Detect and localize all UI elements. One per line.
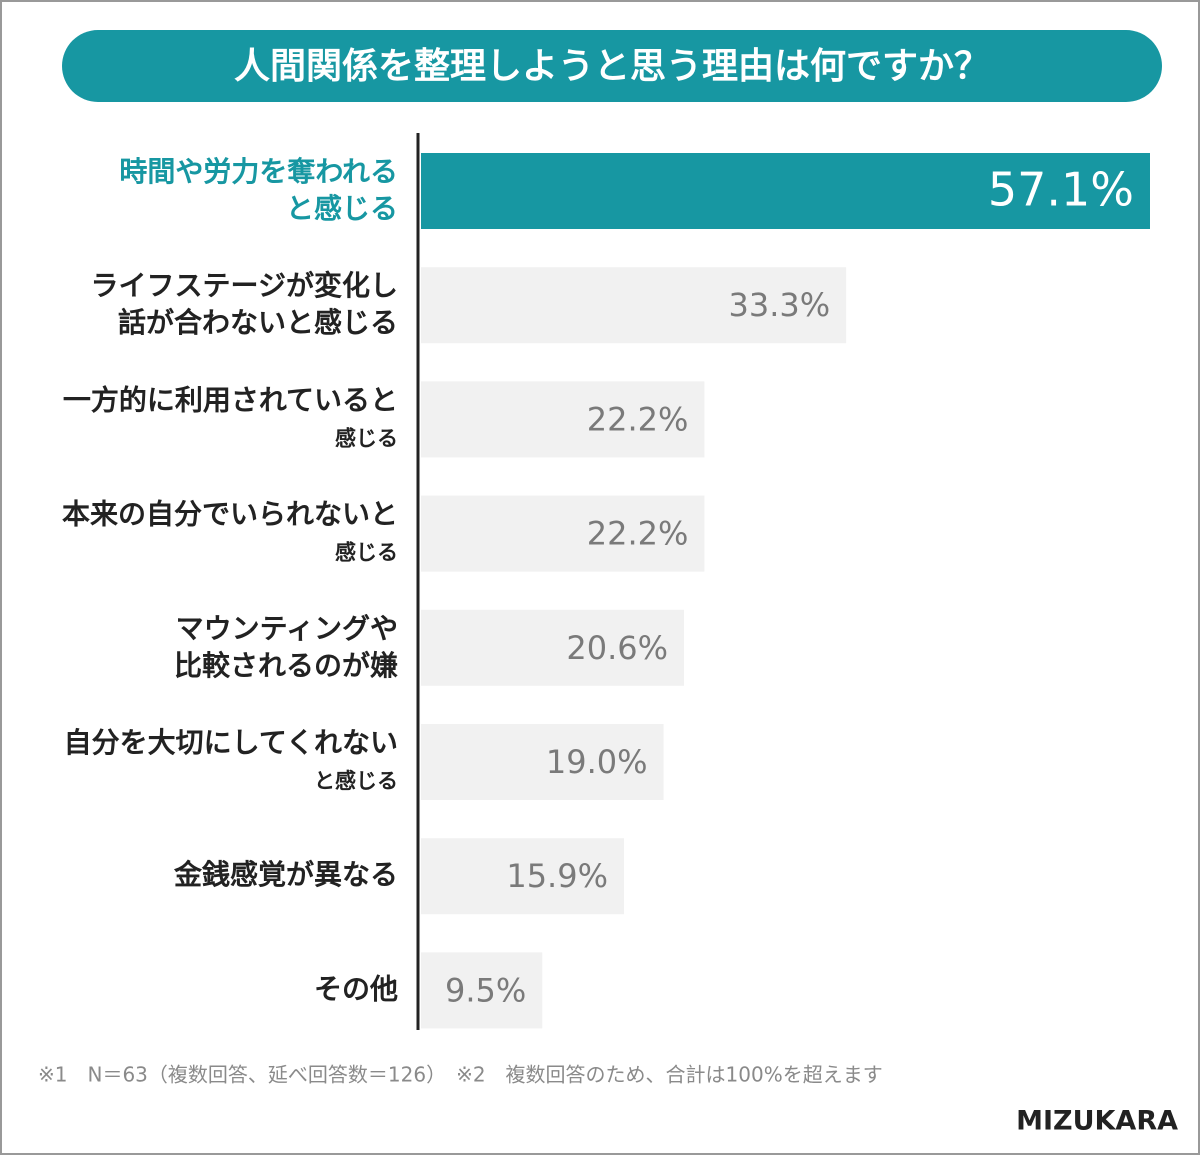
category-label: 金銭感覚が異なる <box>173 858 398 891</box>
bar <box>421 495 705 572</box>
value-label: 19.0% <box>546 743 648 781</box>
bar <box>421 838 624 915</box>
bar <box>421 153 1150 229</box>
value-label: 20.6% <box>566 629 668 667</box>
category-label: と感じる <box>286 192 398 225</box>
category-label: 時間や労力を奪われる <box>119 155 398 188</box>
category-label: と感じる <box>314 769 398 793</box>
title-pill <box>62 30 1162 102</box>
chart-title: 人間関係を整理しようと思う理由は何ですか？ <box>234 46 990 87</box>
bar <box>421 267 847 344</box>
value-label: 9.5% <box>445 971 526 1009</box>
category-label: 感じる <box>335 426 398 450</box>
logo: MIZUKARA <box>1016 1106 1178 1137</box>
category-label: ライフステージが変化し <box>91 269 398 302</box>
value-label: 22.2% <box>587 515 689 553</box>
category-label: 比較されるのが嫌 <box>174 649 398 682</box>
category-label: 一方的に利用されていると <box>63 383 398 416</box>
bar <box>421 724 664 800</box>
value-label: 22.2% <box>587 400 689 438</box>
category-label: 本来の自分でいられないと <box>62 498 398 531</box>
bar <box>421 609 685 686</box>
category-label: 自分を大切にしてくれない <box>64 726 398 759</box>
value-label: 33.3% <box>728 286 830 324</box>
bar <box>421 952 543 1029</box>
category-label: その他 <box>314 972 398 1005</box>
category-label: 話が合わないと感じる <box>118 306 398 339</box>
value-label: 15.9% <box>506 857 608 895</box>
value-label: 57.1% <box>988 163 1134 217</box>
category-label: 感じる <box>335 541 398 565</box>
category-label: マウンティングや <box>176 612 398 645</box>
footnote: ※1 N＝63（複数回答、延べ回答数＝126） ※2 複数回答のため、合計は10… <box>38 1063 883 1087</box>
bar <box>421 381 705 458</box>
